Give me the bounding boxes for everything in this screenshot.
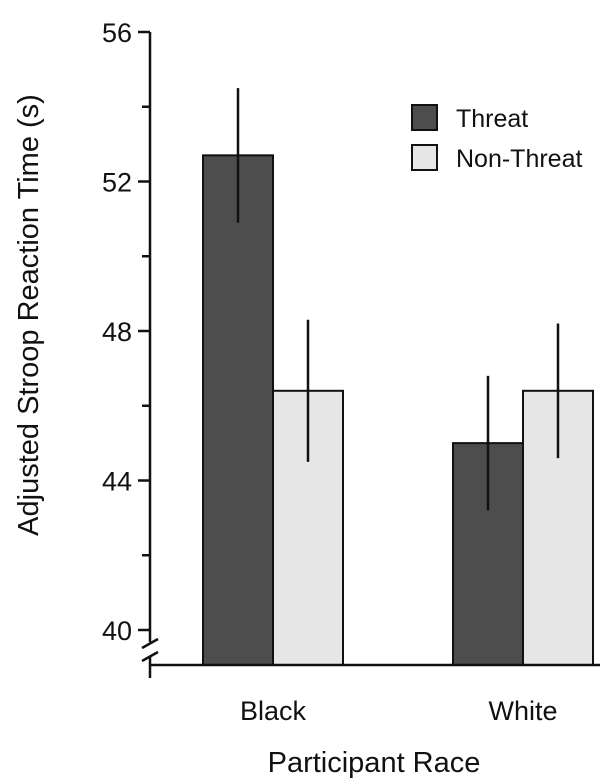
y-axis: 40 44 48 52 56 <box>102 18 159 678</box>
legend: Threat Non-Threat <box>411 104 582 173</box>
y-tick-label: 40 <box>102 616 132 646</box>
y-axis-title: Adjusted Stroop Reaction Time (s) <box>13 94 45 536</box>
legend-label-threat: Threat <box>456 105 528 133</box>
bars <box>202 154 594 666</box>
y-tick-label: 48 <box>102 317 132 347</box>
legend-swatch-non-threat <box>411 144 438 171</box>
bar-threat-black <box>202 154 274 666</box>
y-tick-label: 44 <box>102 467 132 497</box>
axis-break-mark <box>141 637 159 650</box>
legend-swatch-threat <box>411 104 438 131</box>
x-tick-label: White <box>488 696 557 726</box>
x-axis: Black White <box>150 663 600 726</box>
legend-label-non-threat: Non-Threat <box>456 145 582 173</box>
bar-non-threat-black <box>272 389 344 666</box>
axis-break-mark <box>141 650 159 663</box>
y-tick-label: 56 <box>102 18 132 48</box>
x-tick-label: Black <box>240 696 307 726</box>
y-tick-label: 52 <box>102 168 132 198</box>
x-axis-title: Participant Race <box>268 747 481 779</box>
error-bars <box>236 88 560 511</box>
